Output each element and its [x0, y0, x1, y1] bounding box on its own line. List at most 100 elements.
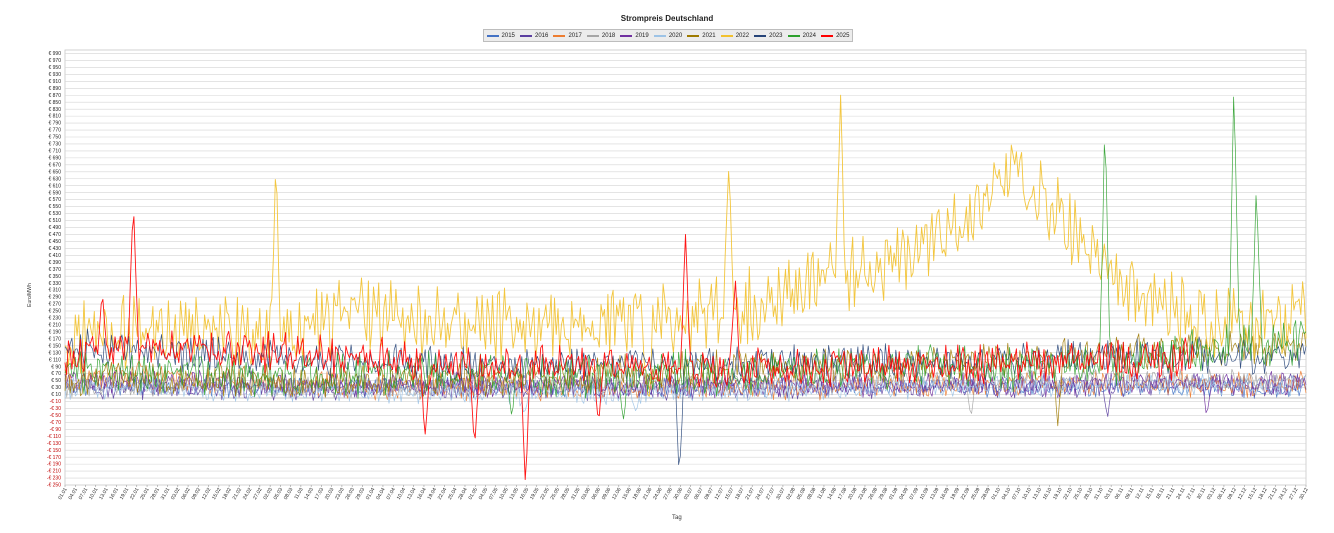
x-tick-label: 28.10: [1083, 487, 1095, 501]
x-tick-label: 14.03: [303, 487, 315, 501]
y-tick-label: € 710: [48, 149, 61, 155]
y-tick-label: -€ 110: [47, 434, 61, 440]
x-tick-label: 18.07: [734, 487, 746, 501]
x-tick-label: 02.03: [262, 487, 274, 501]
legend-item-2016: 2016: [520, 33, 548, 39]
x-tick-label: 28.05: [560, 487, 572, 501]
x-tick-label: 10.10: [1021, 487, 1033, 501]
y-tick-label: € 550: [48, 204, 61, 210]
y-tick-label: -€ 30: [50, 406, 62, 412]
x-tick-label: 19.01: [119, 487, 131, 501]
x-tick-label: 04.09: [898, 487, 910, 501]
x-tick-label: 13.05: [509, 487, 521, 501]
x-tick-label: 13.01: [98, 487, 110, 501]
x-tick-label: 19.04: [427, 487, 439, 501]
y-tick-label: € 50: [51, 378, 61, 384]
x-tick-label: 13.09: [929, 487, 941, 501]
x-tick-label: 20.08: [847, 487, 859, 501]
x-tick-label: 16.09: [939, 487, 951, 501]
x-tick-label: 04.01: [68, 487, 80, 501]
x-tick-label: 15.07: [724, 487, 736, 501]
x-tick-label: 05.03: [273, 487, 285, 501]
x-tick-label: 01.05: [468, 487, 480, 501]
y-tick-label: € 310: [48, 288, 61, 294]
x-tick-label: 29.03: [355, 487, 367, 501]
x-tick-label: 08.08: [806, 487, 818, 501]
x-tick-label: 26.08: [868, 487, 880, 501]
x-tick-label: 26.03: [344, 487, 356, 501]
x-tick-label: 05.08: [796, 487, 808, 501]
x-tick-label: 25.10: [1073, 487, 1085, 501]
x-tick-label: 27.12: [1288, 487, 1300, 501]
x-tick-label: 29.08: [878, 487, 890, 501]
y-tick-label: € 810: [48, 114, 61, 120]
x-tick-label: 16.05: [519, 487, 531, 501]
y-tick-label: € 610: [48, 183, 61, 189]
y-tick-label: € 630: [48, 176, 61, 182]
x-tick-label: 09.11: [1124, 487, 1135, 501]
y-tick-label: -€ 210: [47, 469, 61, 475]
y-tick-label: € 330: [48, 281, 61, 287]
x-tick-label: 09.07: [703, 487, 715, 501]
x-tick-label: 10.01: [88, 487, 100, 501]
x-tick-label: 10.04: [396, 487, 408, 501]
legend-swatch: [821, 34, 834, 37]
y-tick-label: € 270: [48, 302, 61, 308]
x-tick-label: 30.11: [1196, 487, 1207, 501]
legend-swatch: [553, 34, 566, 37]
y-tick-label: € 370: [48, 267, 61, 273]
y-tick-label: € 650: [48, 169, 61, 175]
x-tick-label: 11.03: [293, 487, 304, 501]
x-tick-label: 06.02: [180, 487, 192, 501]
legend-label: 2015: [501, 32, 515, 39]
x-tick-label: 22.10: [1062, 487, 1074, 501]
x-tick-label: 27.02: [252, 487, 264, 501]
x-tick-label: 27.07: [765, 487, 777, 501]
x-tick-label: 30.12: [1298, 487, 1310, 501]
x-tick-label: 28.09: [980, 487, 992, 501]
x-tick-label: 21.02: [232, 487, 244, 501]
legend-swatch: [787, 34, 800, 37]
y-tick-label: € 10: [51, 392, 61, 398]
x-tick-label: 18.06: [632, 487, 644, 501]
legend-label: 2021: [702, 32, 716, 39]
x-tick-label: 07.05: [488, 487, 500, 501]
x-tick-label: 06.06: [591, 487, 603, 501]
y-tick-label: € 990: [48, 51, 61, 57]
y-tick-label: € 890: [48, 86, 61, 92]
x-tick-label: 06.12: [1216, 487, 1228, 501]
y-tick-label: € 130: [48, 350, 61, 356]
y-tick-label: € 430: [48, 246, 61, 252]
x-tick-label: 22.04: [437, 487, 449, 501]
x-tick-label: 30.06: [673, 487, 685, 501]
y-tick-label: € 590: [48, 190, 61, 196]
x-tick-label: 21.12: [1268, 487, 1280, 501]
y-tick-label: -€ 230: [47, 476, 61, 482]
y-tick-label: € 490: [48, 225, 61, 231]
legend-swatch: [486, 34, 499, 37]
series-line-2017: [64, 360, 1307, 402]
x-tick-label: 28.01: [150, 487, 162, 501]
x-tick-label: 17.03: [314, 487, 326, 501]
x-tick-label: 18.12: [1257, 487, 1269, 501]
series-line-2024: [64, 96, 1307, 420]
y-tick-label: € 790: [48, 121, 61, 127]
legend-swatch: [520, 34, 532, 37]
x-tick-label: 20.03: [324, 487, 336, 501]
y-tick-label: € 930: [48, 72, 61, 78]
y-tick-label: € 530: [48, 211, 61, 217]
legend: 2015 2016 2017 2018 2019 2020 2021 2022 2023 2024…: [483, 29, 853, 42]
x-tick-label: 09.06: [601, 487, 613, 501]
legend-swatch: [720, 34, 733, 37]
legend-label: 2024: [802, 32, 816, 39]
series-line-2021: [64, 330, 1307, 427]
x-tick-label: 10.05: [498, 487, 510, 501]
y-tick-label: € 30: [51, 385, 61, 391]
x-tick-label: 03.06: [580, 487, 592, 501]
legend-item-2019: 2019: [620, 33, 649, 39]
plot-background: [64, 49, 1307, 486]
y-tick-label: € 670: [48, 162, 61, 168]
y-tick-label: € 110: [49, 357, 61, 363]
y-tick-label: € 70: [51, 371, 61, 377]
x-tick-label: 07.09: [909, 487, 921, 501]
